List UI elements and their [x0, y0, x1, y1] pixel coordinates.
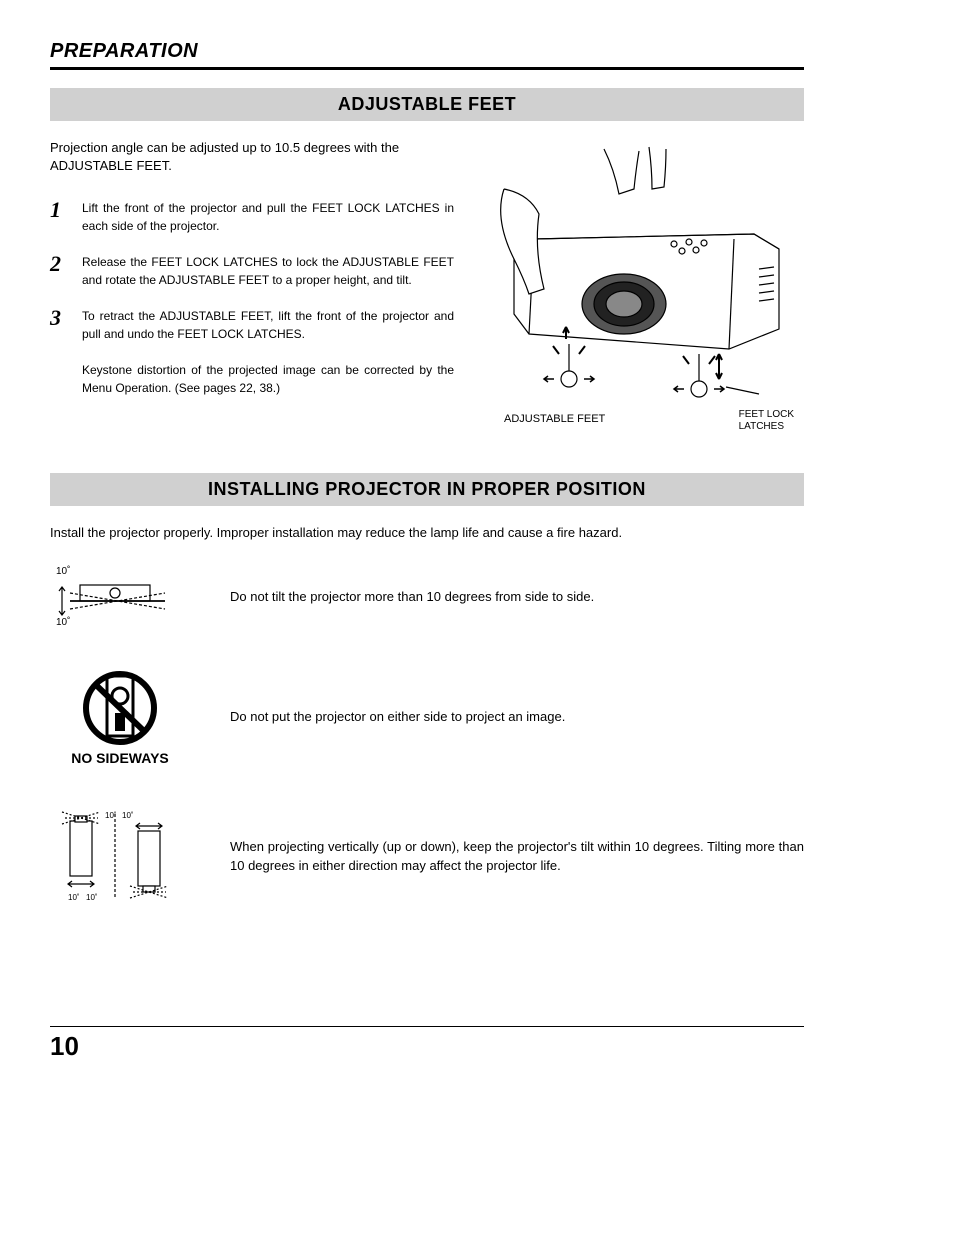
section-adjustable-feet-title: ADJUSTABLE FEET — [50, 88, 804, 121]
position-row-3: 10˚ 10˚ 10˚ 10˚ When projecting vertically… — [50, 806, 804, 906]
section1-intro: Projection angle can be adjusted up to 1… — [50, 139, 454, 175]
no-sideways-icon — [75, 668, 165, 748]
step-3: 3 To retract the ADJUSTABLE FEET, lift t… — [50, 307, 454, 343]
tilt-side-icon — [50, 577, 180, 617]
svg-text:10˚: 10˚ — [122, 811, 134, 820]
step-1: 1 Lift the front of the projector and pu… — [50, 199, 454, 235]
position-text-1: Do not tilt the projector more than 10 d… — [230, 587, 804, 607]
page-number: 10 — [50, 1031, 804, 1062]
no-sideways-label: NO SIDEWAYS — [50, 750, 190, 766]
step-3-text: To retract the ADJUSTABLE FEET, lift the… — [82, 307, 454, 343]
section2-intro: Install the projector properly. Improper… — [50, 524, 804, 542]
callout-feet-lock-1: FEET LOCK — [739, 409, 794, 420]
step-2-text: Release the FEET LOCK LATCHES to lock th… — [82, 253, 454, 289]
step-1-number: 1 — [50, 199, 68, 235]
position-row-1: 10˚ 10˚ Do not tilt the projector more t… — [50, 566, 804, 628]
step-2: 2 Release the FEET LOCK LATCHES to lock … — [50, 253, 454, 289]
step-1-text: Lift the front of the projector and pull… — [82, 199, 454, 235]
projector-feet-illustration — [474, 139, 804, 419]
deg-label-bottom: 10˚ — [56, 617, 190, 628]
page-footer: 10 — [50, 1026, 804, 1062]
section1-note: Keystone distortion of the projected ima… — [82, 361, 454, 397]
step-2-number: 2 — [50, 253, 68, 289]
step-3-number: 3 — [50, 307, 68, 343]
vertical-tilt-icon: 10˚ 10˚ 10˚ 10˚ — [50, 806, 190, 906]
position-row-2: NO SIDEWAYS Do not put the projector on … — [50, 668, 804, 766]
section-installing-title: INSTALLING PROJECTOR IN PROPER POSITION — [50, 473, 804, 506]
position-text-2: Do not put the projector on either side … — [230, 707, 804, 727]
callout-adjustable-feet: ADJUSTABLE FEET — [504, 413, 605, 433]
position-text-3: When projecting vertically (up or down),… — [230, 837, 804, 876]
page-title: PREPARATION — [50, 40, 804, 70]
svg-text:10˚: 10˚ — [68, 893, 80, 902]
svg-text:10˚: 10˚ — [105, 811, 117, 820]
callout-feet-lock-2: LATCHES — [739, 421, 784, 432]
svg-text:10˚: 10˚ — [86, 893, 98, 902]
deg-label-top: 10˚ — [56, 566, 190, 577]
